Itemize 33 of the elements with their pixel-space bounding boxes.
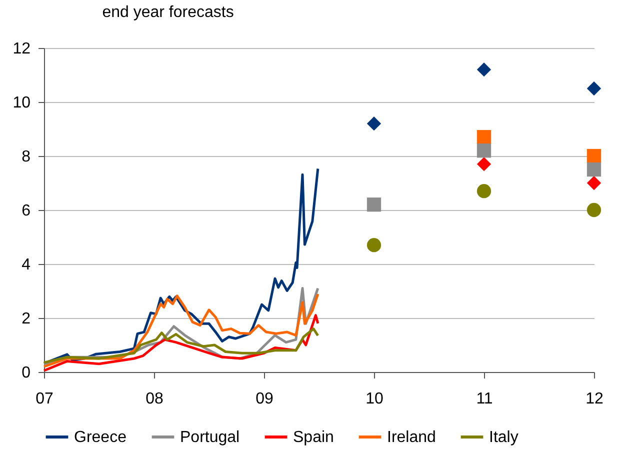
x-tick-label: 09 <box>256 390 274 408</box>
y-tick-label: 8 <box>22 148 31 166</box>
legend-label: Italy <box>489 429 518 446</box>
legend-label: Ireland <box>387 429 436 446</box>
x-tick-label: 12 <box>586 390 604 408</box>
y-tick-label: 0 <box>22 364 31 382</box>
point <box>476 184 492 198</box>
y-tick-label: 2 <box>22 310 31 328</box>
point <box>476 157 492 172</box>
x-tick-label: 11 <box>476 390 493 408</box>
x-tick-label: 08 <box>146 390 164 408</box>
x-tick-label: 10 <box>366 390 384 408</box>
point <box>586 148 602 164</box>
point <box>366 238 382 252</box>
point <box>586 176 602 190</box>
point <box>366 198 382 212</box>
text: end year forecasts <box>102 4 234 21</box>
x-tick-label: 07 <box>36 390 54 408</box>
point <box>586 81 602 96</box>
y-tick-label: 6 <box>22 202 31 220</box>
legend-label: Greece <box>74 429 127 446</box>
legend-label: Portugal <box>180 429 240 446</box>
y-tick-label: 4 <box>22 256 31 274</box>
y-tick-label: 10 <box>12 94 31 112</box>
point <box>476 144 492 158</box>
point <box>586 162 602 177</box>
point <box>586 202 602 218</box>
y-tick-label: 12 <box>12 40 31 58</box>
legend-label: Spain <box>293 429 334 446</box>
point <box>476 130 492 144</box>
line-series <box>42 328 320 364</box>
point <box>366 116 382 131</box>
point <box>476 62 492 77</box>
